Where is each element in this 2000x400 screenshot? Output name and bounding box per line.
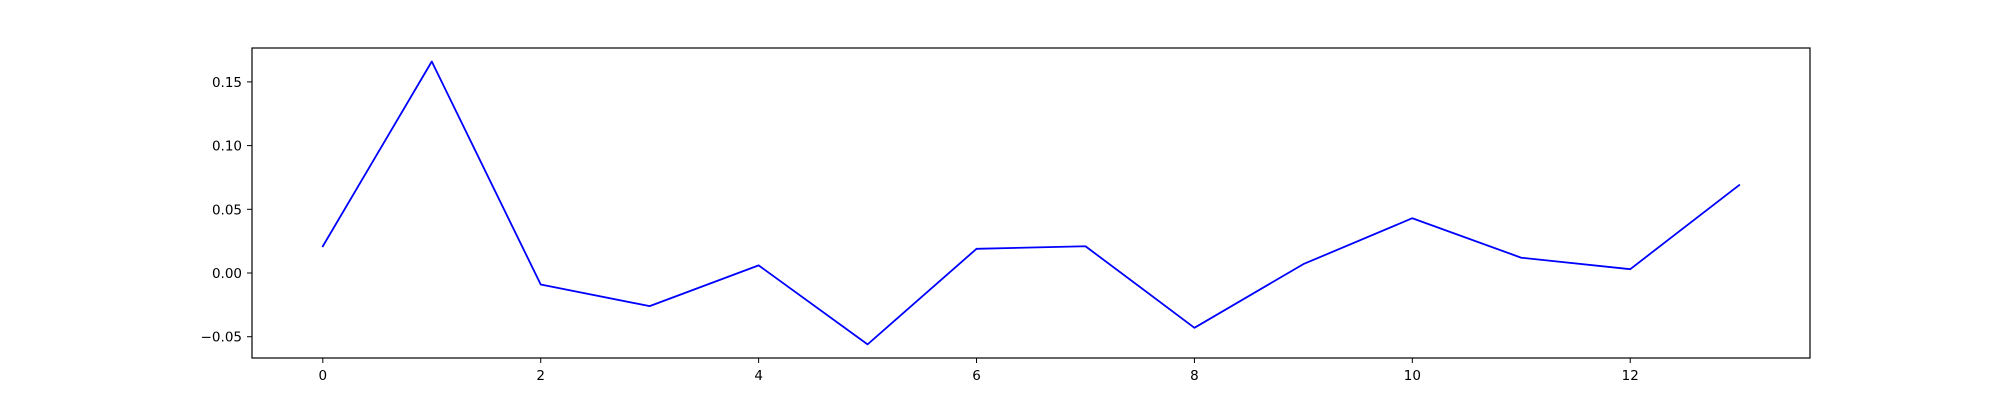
plot-frame [251, 47, 1811, 359]
y-tick-label: 0.00 [212, 266, 242, 282]
x-tick-label: 4 [754, 368, 763, 384]
plot-area-background [252, 48, 1810, 358]
x-tick-label: 10 [1404, 368, 1421, 384]
x-tick-label: 6 [972, 368, 981, 384]
x-tick-label: 2 [536, 368, 545, 384]
y-tick-label: 0.15 [212, 75, 242, 91]
x-tick-label: 0 [319, 368, 328, 384]
x-tick-label: 8 [1190, 368, 1199, 384]
series-layer [321, 60, 1741, 346]
y-tick-label: −0.05 [201, 330, 242, 346]
ticks-layer: 0 2 4 6 8 10 12 −0.05 0.00 0.05 0.10 0.15 [201, 75, 1639, 384]
y-tick-label: 0.05 [212, 202, 242, 218]
series-line [321, 60, 1741, 346]
x-tick-label: 12 [1622, 368, 1639, 384]
y-tick-label: 0.10 [212, 139, 242, 155]
